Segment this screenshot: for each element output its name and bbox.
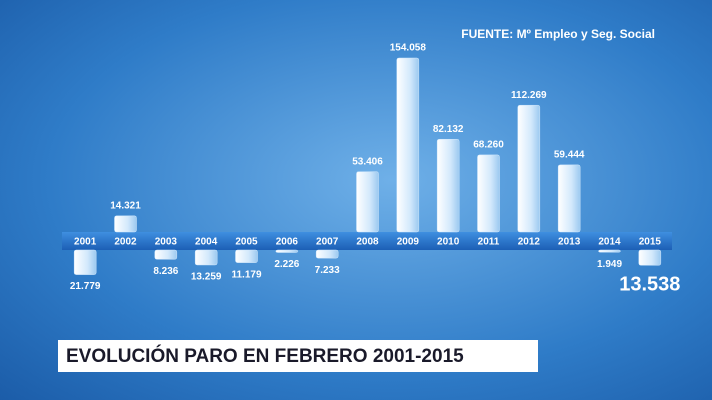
x-tick-label: 2006 bbox=[276, 237, 299, 248]
bar bbox=[275, 249, 299, 253]
x-tick-label: 2014 bbox=[598, 237, 621, 248]
x-tick-label: 2015 bbox=[639, 237, 662, 248]
bar bbox=[598, 249, 621, 253]
bar bbox=[154, 249, 178, 260]
bar bbox=[557, 164, 581, 233]
x-tick-label: 2011 bbox=[478, 237, 500, 248]
value-label: 1.949 bbox=[597, 259, 622, 270]
value-label: 112.269 bbox=[511, 90, 547, 101]
axis-band bbox=[62, 232, 672, 250]
bar bbox=[235, 249, 258, 263]
bar bbox=[73, 249, 97, 275]
bar bbox=[436, 138, 460, 233]
x-tick-label: 2010 bbox=[437, 237, 460, 248]
value-label: 13.538 bbox=[619, 274, 680, 296]
x-tick-label: 2002 bbox=[114, 237, 137, 248]
source: FUENTE: Mº Empleo y Seg. Social bbox=[461, 27, 655, 41]
bar bbox=[517, 104, 541, 233]
bar bbox=[638, 249, 662, 266]
bar bbox=[114, 215, 137, 233]
value-label: 2.226 bbox=[274, 259, 299, 270]
chart-title: EVOLUCIÓN PARO EN FEBRERO 2001-2015 bbox=[66, 345, 464, 367]
bar bbox=[194, 249, 218, 266]
x-tick-label: 2013 bbox=[558, 237, 581, 248]
value-label: 8.236 bbox=[153, 266, 178, 277]
x-tick-label: 2008 bbox=[356, 237, 379, 248]
value-label: 21.779 bbox=[70, 281, 101, 292]
title-box bbox=[58, 340, 538, 372]
x-tick-label: 2003 bbox=[155, 237, 178, 248]
x-tick-label: 2004 bbox=[195, 237, 218, 248]
x-tick-label: 2001 bbox=[74, 237, 97, 248]
value-label: 68.260 bbox=[473, 140, 504, 151]
value-label: 11.179 bbox=[231, 269, 261, 280]
bar bbox=[477, 154, 500, 233]
x-tick-label: 2005 bbox=[235, 237, 258, 248]
value-label: 59.444 bbox=[554, 150, 585, 161]
value-label: 53.406 bbox=[352, 156, 383, 167]
x-tick-label: 2012 bbox=[518, 237, 541, 248]
value-label: 13.259 bbox=[191, 272, 222, 283]
value-label: 14.321 bbox=[110, 200, 141, 211]
bar bbox=[315, 249, 339, 259]
x-tick-label: 2009 bbox=[397, 237, 420, 248]
value-label: 154.058 bbox=[390, 43, 427, 54]
bar bbox=[356, 171, 379, 233]
value-label: 7.233 bbox=[315, 265, 340, 276]
x-tick-label: 2007 bbox=[316, 237, 339, 248]
bar bbox=[396, 57, 420, 233]
value-label: 82.132 bbox=[433, 124, 464, 135]
